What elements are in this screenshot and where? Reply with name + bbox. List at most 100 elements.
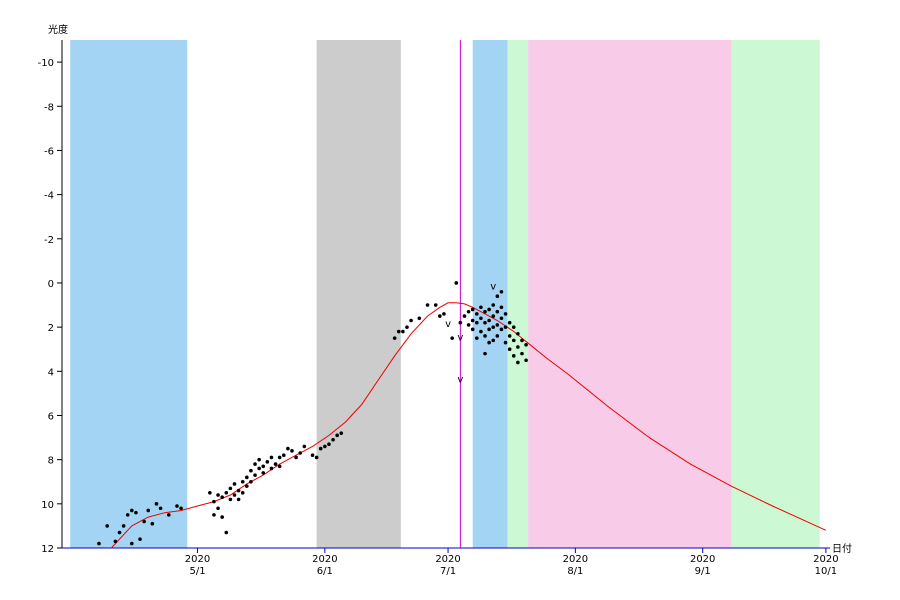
data-point: [433, 303, 438, 307]
data-point: [249, 468, 253, 473]
x-tick-year: 2020: [185, 554, 210, 565]
data-point: [245, 484, 249, 488]
data-point: [298, 451, 303, 455]
axes: [57, 40, 830, 553]
annotation-label: v: [457, 374, 463, 385]
data-point: [335, 433, 339, 438]
data-point: [409, 318, 413, 323]
data-point: [503, 340, 508, 345]
data-point: [175, 504, 179, 508]
data-point: [483, 320, 487, 325]
data-point: [236, 488, 241, 493]
data-point: [503, 325, 508, 329]
data-point: [475, 320, 479, 325]
data-point: [158, 506, 163, 511]
data-point: [503, 312, 508, 316]
data-point: [228, 486, 233, 491]
data-point: [495, 323, 500, 327]
y-tick-label: -2: [44, 235, 54, 246]
data-point: [232, 482, 237, 486]
data-point: [269, 466, 274, 471]
band-0: [70, 40, 188, 548]
data-point: [454, 281, 459, 285]
data-point: [499, 305, 504, 310]
data-point: [475, 312, 479, 316]
data-point: [507, 334, 512, 338]
y-tick-label: 6: [48, 411, 54, 422]
data-point: [524, 343, 528, 347]
data-point: [462, 314, 467, 318]
data-point: [327, 442, 331, 446]
data-point: [479, 305, 483, 310]
data-point: [499, 289, 504, 294]
data-point: [216, 493, 220, 497]
data-point: [134, 510, 138, 515]
y-tick-label: 4: [48, 367, 54, 378]
x-tick-date: 5/1: [189, 566, 205, 577]
data-point: [495, 294, 500, 299]
y-tick-label: 10: [41, 500, 54, 511]
data-point: [511, 338, 516, 343]
x-tick-date: 6/1: [317, 566, 333, 577]
data-point: [220, 515, 224, 519]
data-point: [224, 530, 229, 535]
data-point: [507, 347, 512, 352]
data-point: [466, 323, 471, 327]
data-point: [240, 490, 245, 495]
x-tick-year: 2020: [435, 554, 460, 565]
x-axis-label: 日付: [832, 542, 852, 555]
data-point: [511, 354, 516, 358]
data-point: [516, 345, 520, 349]
data-point: [339, 431, 344, 435]
tick-labels: -10-8-6-4-202468101220205/120206/120207/…: [38, 58, 839, 577]
data-point: [249, 479, 253, 484]
data-point: [220, 495, 224, 500]
data-point: [450, 336, 454, 340]
data-point: [516, 331, 520, 336]
data-point: [425, 303, 430, 307]
data-point: [265, 460, 270, 464]
data-point: [483, 309, 487, 314]
data-point: [310, 453, 315, 458]
data-point: [479, 316, 483, 321]
data-point: [491, 303, 496, 307]
data-point: [125, 513, 130, 517]
data-point: [277, 464, 282, 469]
data-point: [212, 499, 216, 504]
data-point: [470, 307, 475, 312]
data-point: [232, 493, 237, 497]
data-point: [208, 490, 212, 495]
data-point: [253, 473, 257, 477]
y-tick-label: 12: [41, 544, 54, 555]
data-point: [105, 524, 109, 528]
annotation-label: v: [445, 319, 451, 330]
data-point: [97, 541, 101, 546]
data-point: [294, 455, 298, 460]
y-tick-label: -10: [38, 58, 54, 69]
period-bands: [70, 40, 820, 548]
annotation-label: v: [457, 332, 463, 343]
data-point: [257, 457, 261, 462]
data-point: [146, 508, 151, 513]
data-point: [113, 539, 118, 544]
data-point: [401, 329, 405, 334]
data-point: [245, 475, 249, 480]
data-point: [499, 327, 504, 332]
data-point: [261, 471, 266, 475]
data-point: [442, 312, 446, 316]
y-tick-label: 2: [48, 323, 54, 334]
data-point: [253, 462, 257, 466]
x-tick-date: 7/1: [440, 566, 456, 577]
x-tick-date: 9/1: [695, 566, 711, 577]
data-point: [405, 325, 409, 329]
data-point: [495, 334, 500, 338]
data-point: [318, 446, 323, 451]
data-point: [323, 444, 327, 449]
data-point: [130, 508, 134, 513]
y-tick-label: -4: [44, 191, 54, 202]
band-3: [507, 40, 529, 548]
data-point: [224, 490, 229, 495]
y-tick-label: -6: [44, 146, 54, 157]
x-tick-year: 2020: [563, 554, 588, 565]
